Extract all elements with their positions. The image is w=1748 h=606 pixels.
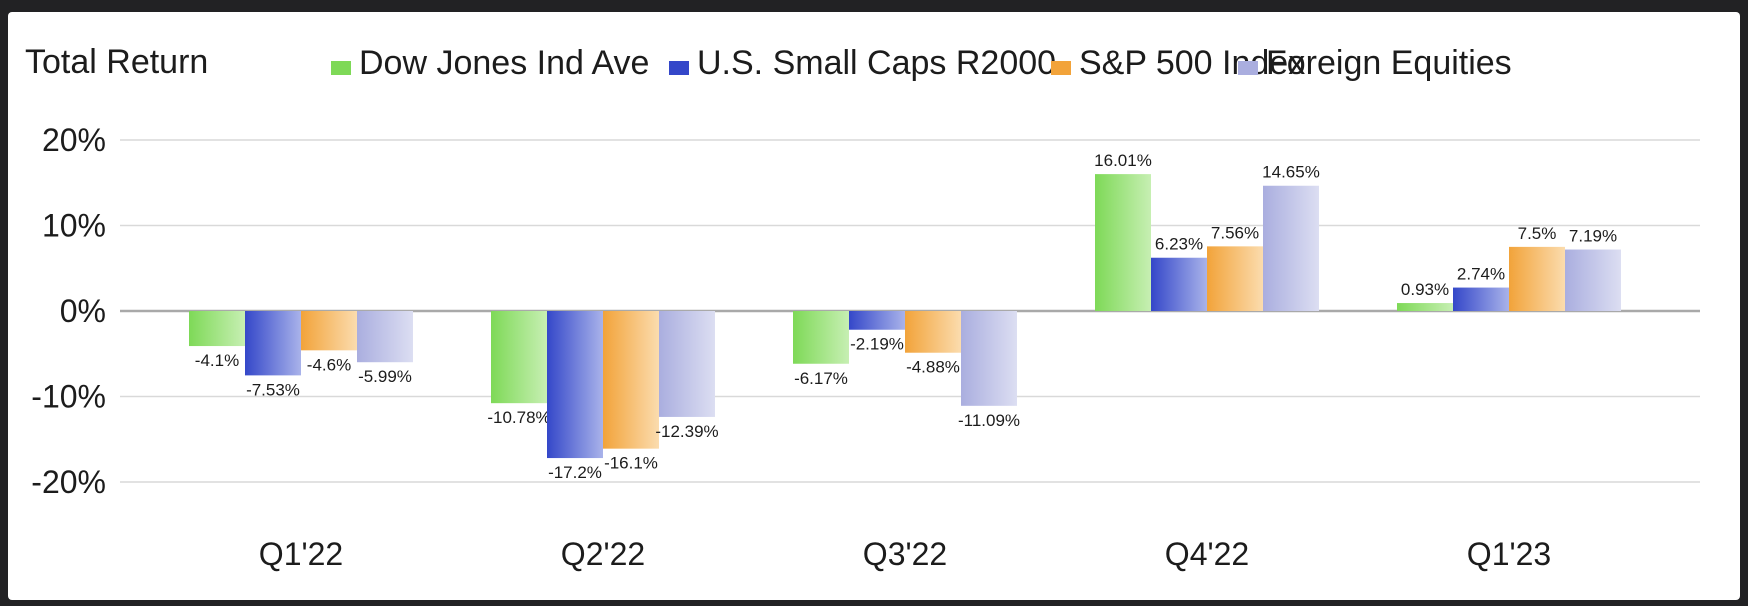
bar-2-Q2'22 (547, 311, 603, 459)
bar-1-Q3'22 (793, 311, 849, 364)
data-label: 14.65% (1262, 163, 1320, 182)
data-label: -7.53% (246, 380, 300, 399)
bar-1-Q4'22 (1095, 174, 1151, 311)
legend-label-2: U.S. Small Caps R2000 (697, 44, 1056, 82)
x-tick-label: Q4'22 (1165, 536, 1249, 572)
bar-4-Q2'22 (659, 311, 715, 417)
y-tick-label: 20% (42, 122, 106, 158)
bar-3-Q2'22 (603, 311, 659, 449)
bar-4-Q3'22 (961, 311, 1017, 406)
data-label: -6.17% (794, 369, 848, 388)
bar-1-Q1'22 (189, 311, 245, 347)
x-tick-label: Q1'22 (259, 536, 343, 572)
data-label: 0.93% (1401, 280, 1449, 299)
legend-swatch-1 (331, 61, 351, 75)
chart-title: Total Return (25, 43, 208, 81)
x-tick-label: Q2'22 (561, 536, 645, 572)
legend-label-4: Foreign Equities (1266, 44, 1512, 82)
y-tick-label: -10% (31, 379, 106, 415)
data-label: -4.1% (195, 351, 239, 370)
x-tick-label: Q3'22 (863, 536, 947, 572)
y-tick-label: 0% (60, 293, 106, 329)
data-label: -16.1% (604, 454, 658, 473)
bar-3-Q1'23 (1509, 246, 1565, 311)
bar-1-Q2'22 (491, 311, 547, 404)
bar-chart: Total Return Dow Jones Ind Ave U.S. Small … (25, 43, 1700, 572)
chart-panel: Total Return Dow Jones Ind Ave U.S. Small … (8, 12, 1740, 600)
legend-swatch-3 (1051, 61, 1071, 75)
data-label: -2.19% (850, 335, 904, 354)
bar-2-Q1'22 (245, 311, 301, 376)
data-label: -4.88% (906, 358, 960, 377)
bar-3-Q1'22 (301, 311, 357, 351)
data-label: -10.78% (487, 408, 550, 427)
data-label: 7.56% (1211, 223, 1259, 242)
bar-4-Q1'23 (1565, 249, 1621, 311)
legend-label-1: Dow Jones Ind Ave (359, 44, 649, 82)
legend-swatch-2 (669, 61, 689, 75)
data-label: 6.23% (1155, 235, 1203, 254)
data-label: 7.5% (1518, 224, 1557, 243)
y-tick-label: -20% (31, 464, 106, 500)
bar-3-Q3'22 (905, 311, 961, 353)
data-label: 7.19% (1569, 227, 1617, 246)
legend-label-3: S&P 500 Index (1079, 44, 1305, 82)
data-label: -12.39% (655, 422, 718, 441)
data-label: -17.2% (548, 463, 602, 482)
y-tick-label: 10% (42, 208, 106, 244)
bar-4-Q1'22 (357, 311, 413, 363)
bar-2-Q3'22 (849, 311, 905, 330)
bar-2-Q4'22 (1151, 257, 1207, 311)
x-tick-label: Q1'23 (1467, 536, 1551, 572)
data-label: 16.01% (1094, 151, 1152, 170)
bar-2-Q1'23 (1453, 287, 1509, 311)
bar-1-Q1'23 (1397, 303, 1453, 311)
data-label: -11.09% (958, 411, 1020, 430)
bar-3-Q4'22 (1207, 246, 1263, 311)
bar-4-Q4'22 (1263, 185, 1319, 311)
data-label: 2.74% (1457, 265, 1505, 284)
data-label: -4.6% (307, 355, 351, 374)
data-label: -5.99% (358, 367, 412, 386)
legend-swatch-4 (1238, 61, 1258, 75)
